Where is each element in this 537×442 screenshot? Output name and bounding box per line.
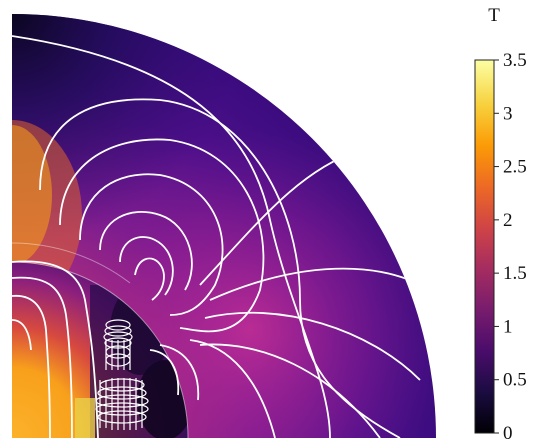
colorbar-tick-label: 3.5 <box>503 50 527 71</box>
coil-windings <box>95 319 149 430</box>
colorbar-tick-label: 3 <box>503 103 513 124</box>
colorbar-tick-label: 1.5 <box>503 263 527 284</box>
colorbar-tick-label: 2 <box>503 210 513 231</box>
field-contour-lines <box>12 35 431 438</box>
colorbar-tick-label: 1 <box>503 316 513 337</box>
inner-boundary-arc <box>11 261 189 439</box>
colorbar-gradient <box>474 59 495 434</box>
colorbar-tick-label: 0 <box>503 423 513 442</box>
colorbar-tick-label: 2.5 <box>503 157 527 178</box>
colorbar-unit-label: T <box>488 5 500 26</box>
colorbar-tick-label: 0.5 <box>503 370 527 391</box>
colorbar-ticks: 0 0.5 1 1.5 2 2.5 3 3.5 <box>494 50 527 442</box>
inner-boundary-arc-2 <box>11 242 131 284</box>
coil-upper <box>103 319 133 370</box>
coil-lower <box>95 378 149 430</box>
colorbar: T 0 0.5 1 1.5 2 2.5 3 3.5 <box>474 5 527 442</box>
